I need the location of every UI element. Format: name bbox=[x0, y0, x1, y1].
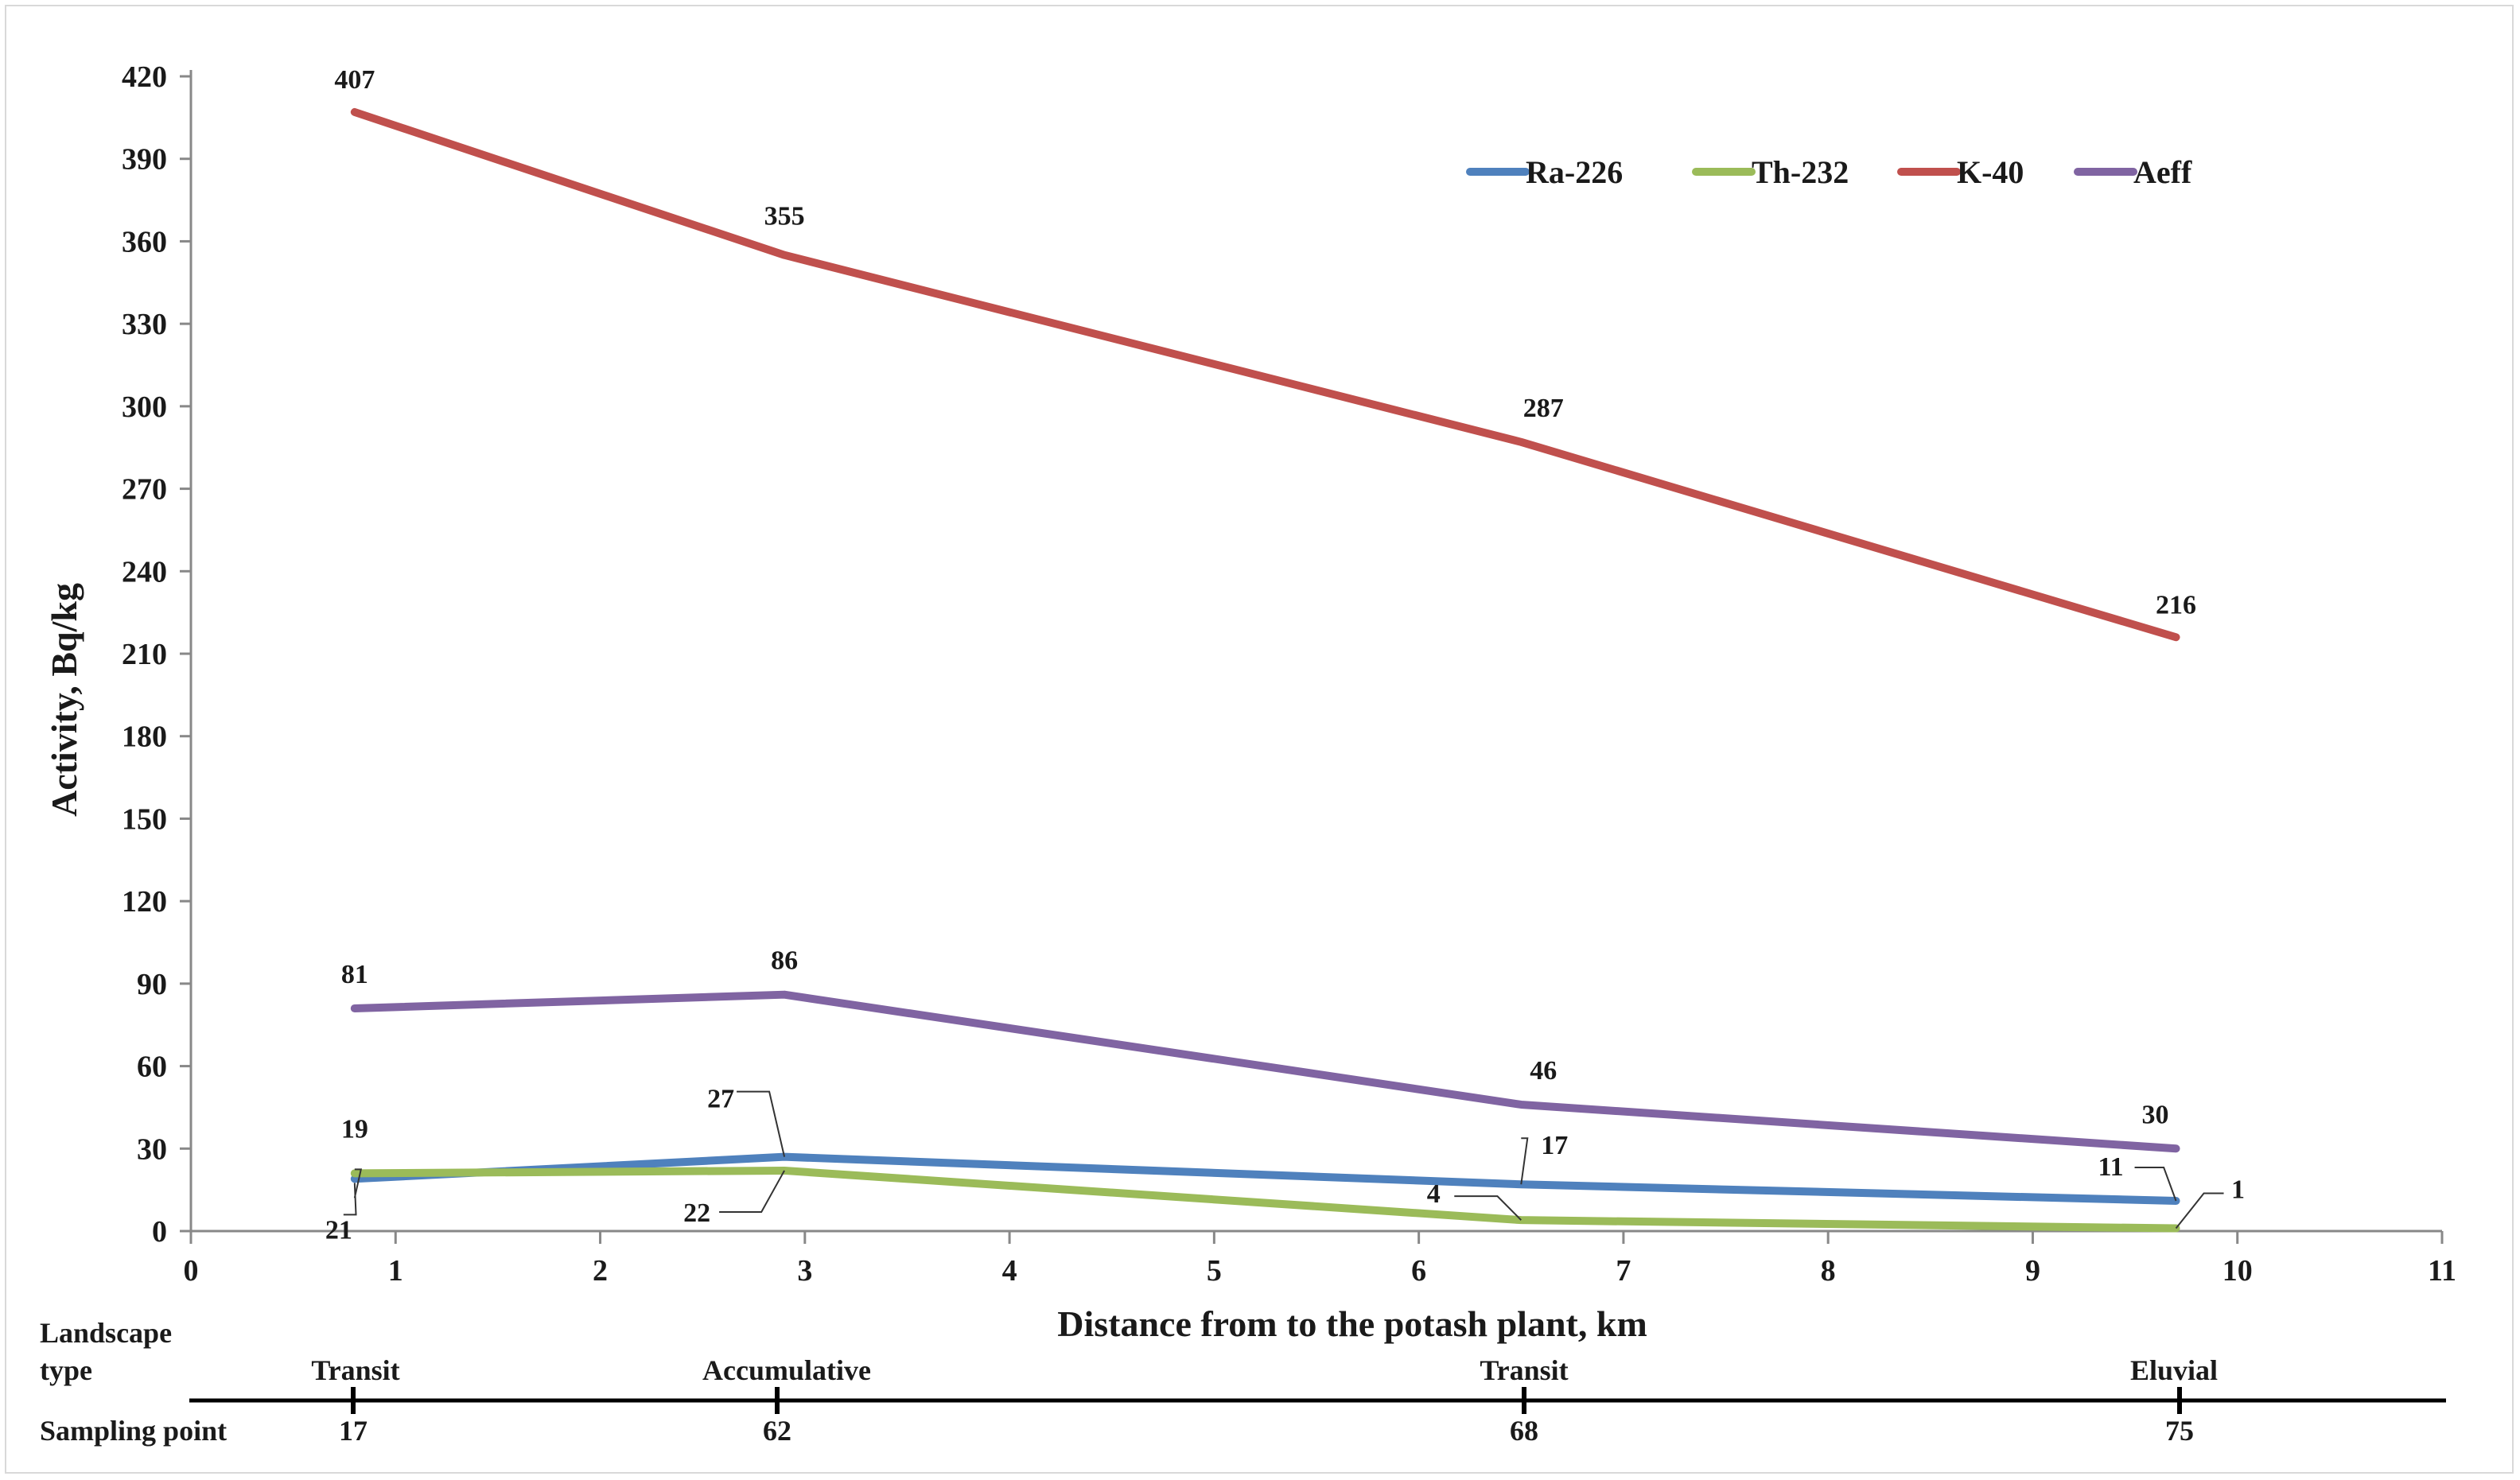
data-label-th-232: 4 bbox=[1427, 1179, 1441, 1209]
sampling-point-value: 75 bbox=[2165, 1415, 2194, 1447]
data-label-ra-226: 27 bbox=[707, 1085, 734, 1114]
x-tick-label: 4 bbox=[1002, 1254, 1017, 1288]
x-tick-label: 7 bbox=[1616, 1254, 1631, 1288]
leader-line bbox=[1520, 1137, 1529, 1185]
y-tick-label: 90 bbox=[137, 968, 167, 1001]
series-line-ra-226 bbox=[350, 1152, 2180, 1205]
y-axis-ticks: 0 30 60 90 120 150 180 210 240 270 300 330 360 390 420 bbox=[122, 60, 191, 1249]
landscape-type-label-line2: type bbox=[40, 1354, 92, 1386]
data-label-ra-226: 19 bbox=[341, 1114, 368, 1144]
sampling-point-label: Sampling point bbox=[40, 1415, 227, 1447]
axes bbox=[189, 70, 2442, 1233]
x-tick-label: 2 bbox=[593, 1254, 608, 1288]
leader-line bbox=[2134, 1166, 2177, 1202]
x-tick-label: 5 bbox=[1207, 1254, 1222, 1288]
x-axis-title: Distance from to the potash plant, km bbox=[1057, 1303, 1647, 1344]
x-tick-label: 8 bbox=[1821, 1254, 1836, 1288]
data-label-ra-226: 17 bbox=[1541, 1131, 1568, 1160]
x-tick-label: 10 bbox=[2222, 1254, 2253, 1288]
x-tick-label: 3 bbox=[797, 1254, 812, 1288]
data-label-aeff: 46 bbox=[1530, 1056, 1557, 1086]
data-label-aeff: 86 bbox=[771, 946, 798, 976]
legend-label-k-40: K-40 bbox=[1957, 154, 2024, 190]
y-tick-label: 120 bbox=[122, 885, 167, 919]
leader-line bbox=[343, 1183, 357, 1216]
y-tick-label: 270 bbox=[122, 473, 167, 507]
x-tick-label: 6 bbox=[1411, 1254, 1426, 1288]
data-labels: 19 27 17 11 21 22 4 1 407 355 287 216 81 86 46 30 bbox=[325, 65, 2245, 1245]
data-label-th-232: 21 bbox=[325, 1215, 352, 1245]
y-tick-label: 210 bbox=[122, 638, 167, 671]
data-label-k-40: 407 bbox=[334, 65, 375, 95]
data-label-k-40: 287 bbox=[1523, 394, 1564, 423]
landscape-type-value: Accumulative bbox=[702, 1354, 871, 1386]
legend-label-ra-226: Ra-226 bbox=[1526, 154, 1623, 190]
y-axis-title: Activity, Bq/kg bbox=[44, 583, 84, 817]
x-tick-label: 0 bbox=[184, 1254, 199, 1288]
legend: Ra-226 Th-232 K-40 Aeff bbox=[1466, 154, 2192, 190]
series-line-aeff bbox=[350, 990, 2180, 1153]
landscape-type-label-line1: Landscape bbox=[40, 1317, 172, 1349]
x-tick-label: 1 bbox=[388, 1254, 403, 1288]
bottom-marks: Transit 17 Accumulative 62 Transit 68 Eluvial 7… bbox=[311, 1354, 2218, 1447]
x-tick-label: 9 bbox=[2025, 1254, 2040, 1288]
data-label-ra-226: 11 bbox=[2098, 1152, 2123, 1182]
y-tick-label: 360 bbox=[122, 225, 167, 258]
series-line-k-40 bbox=[350, 107, 2180, 642]
y-tick-label: 0 bbox=[152, 1215, 167, 1249]
series-lines bbox=[350, 107, 2180, 1233]
sampling-point-value: 62 bbox=[763, 1415, 791, 1447]
y-tick-label: 330 bbox=[122, 308, 167, 341]
y-tick-label: 60 bbox=[137, 1051, 167, 1084]
y-tick-label: 300 bbox=[122, 390, 167, 424]
data-label-aeff: 81 bbox=[341, 960, 368, 989]
leader-line bbox=[1454, 1195, 1522, 1221]
y-tick-label: 420 bbox=[122, 60, 167, 94]
leader-line bbox=[2175, 1192, 2224, 1229]
y-tick-label: 150 bbox=[122, 802, 167, 836]
series-line-th-232 bbox=[350, 1166, 2180, 1233]
y-tick-label: 240 bbox=[122, 555, 167, 589]
y-tick-label: 390 bbox=[122, 143, 167, 177]
legend-label-th-232: Th-232 bbox=[1752, 154, 1849, 190]
leader-line bbox=[737, 1090, 786, 1157]
landscape-type-value: Transit bbox=[311, 1354, 399, 1386]
data-label-k-40: 216 bbox=[2156, 590, 2196, 620]
y-tick-label: 30 bbox=[137, 1132, 167, 1166]
data-label-th-232: 1 bbox=[2231, 1175, 2245, 1205]
x-tick-label: 11 bbox=[2428, 1254, 2456, 1288]
leader-line bbox=[719, 1170, 785, 1213]
y-tick-label: 180 bbox=[122, 721, 167, 754]
legend-label-aeff: Aeff bbox=[2133, 154, 2192, 190]
landscape-type-value: Transit bbox=[1480, 1354, 1568, 1386]
leader-line bbox=[353, 1168, 363, 1198]
data-label-th-232: 22 bbox=[683, 1198, 710, 1228]
sampling-point-value: 17 bbox=[339, 1415, 368, 1447]
x-axis-ticks: 0 1 2 3 4 5 6 7 8 9 10 11 bbox=[184, 1231, 2456, 1288]
data-label-k-40: 355 bbox=[764, 202, 805, 231]
sampling-point-value: 68 bbox=[1510, 1415, 1538, 1447]
bottom-table: Landscape type Sampling point Transit 17 A… bbox=[40, 1317, 2446, 1447]
landscape-type-value: Eluvial bbox=[2130, 1354, 2218, 1386]
data-label-aeff: 30 bbox=[2142, 1100, 2169, 1129]
